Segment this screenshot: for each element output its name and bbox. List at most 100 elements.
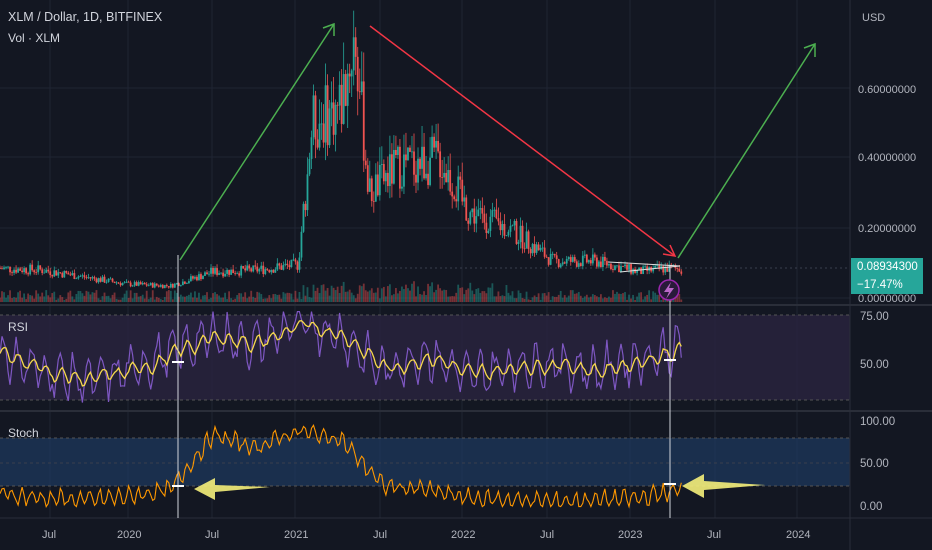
- symbol-legend[interactable]: XLM / Dollar, 1D, BITFINEX: [8, 10, 163, 24]
- volume-bar: [491, 283, 494, 302]
- time-axis[interactable]: Jul 2020 Jul 2021 Jul 2022 Jul 2023 Jul …: [42, 529, 810, 541]
- candle-body: [632, 268, 634, 274]
- volume-bar: [314, 290, 317, 302]
- candle-body: [163, 285, 166, 289]
- volume-bar: [183, 296, 186, 302]
- volume-bar: [298, 291, 301, 302]
- candle-body: [45, 269, 48, 273]
- volume-bar: [218, 295, 220, 302]
- volume-bar: [471, 290, 474, 302]
- volume-bar: [547, 292, 550, 302]
- volume-bar: [23, 293, 26, 302]
- candle-body: [409, 147, 411, 152]
- candle-body: [159, 285, 162, 287]
- volume-bar: [141, 294, 144, 302]
- candle-body: [567, 257, 570, 260]
- volume-bar: [216, 294, 218, 302]
- candle-body: [481, 208, 484, 214]
- rsi-pane-title[interactable]: RSI: [8, 320, 29, 334]
- volume-bar: [346, 291, 349, 302]
- volume-bar: [260, 294, 263, 302]
- volume-bar: [33, 298, 36, 302]
- candle-body: [423, 146, 425, 179]
- candle-body: [256, 266, 259, 272]
- candle-body: [258, 268, 261, 272]
- volume-bar: [43, 296, 46, 302]
- candle-body: [121, 283, 124, 286]
- candle-body: [483, 213, 486, 223]
- volume-bar: [597, 297, 600, 302]
- volume-bar: [680, 299, 683, 302]
- volume-bar: [366, 291, 369, 302]
- volume-bar: [485, 293, 488, 302]
- volume-bar: [71, 296, 74, 302]
- candle-body: [439, 151, 442, 178]
- volume-bar: [206, 292, 208, 302]
- candle-body: [467, 220, 470, 224]
- volume-bar: [587, 297, 590, 302]
- volume-bar: [571, 290, 574, 302]
- volume-bar: [236, 295, 239, 302]
- volume-bar: [650, 299, 653, 302]
- volume-bar: [204, 295, 206, 302]
- candle-body: [165, 285, 168, 287]
- candle-body: [593, 254, 596, 258]
- volume-bar: [489, 287, 492, 302]
- time-label-jul-2019: Jul: [42, 529, 56, 541]
- volume-bar: [127, 297, 130, 302]
- volume-bar: [312, 284, 315, 302]
- volume-bar: [390, 295, 393, 302]
- candle-body: [77, 276, 80, 279]
- volume-bar: [13, 297, 15, 302]
- volume-bar: [575, 293, 578, 302]
- candle-body: [352, 37, 355, 71]
- candle-body: [431, 136, 433, 158]
- volume-bar: [306, 287, 309, 302]
- volume-bar: [47, 295, 50, 302]
- candle-body: [272, 269, 275, 273]
- volume-bar: [131, 298, 134, 302]
- candle-body: [23, 268, 26, 273]
- candle-body: [557, 259, 560, 268]
- candle-body: [501, 224, 504, 231]
- volume-bar: [226, 299, 228, 302]
- volume-bar: [224, 292, 226, 302]
- volume-bar: [413, 281, 415, 302]
- volume-bar: [27, 293, 30, 302]
- candle-body: [549, 253, 552, 265]
- volume-bar: [25, 299, 28, 302]
- volume-bar: [278, 294, 281, 302]
- volume-bar: [411, 283, 413, 302]
- stoch-tick-0: 0.00: [860, 501, 882, 513]
- candle-body: [111, 278, 114, 282]
- candle-body: [27, 273, 30, 275]
- volume-bar: [579, 295, 582, 302]
- candle-body: [101, 276, 104, 282]
- candle-body: [461, 179, 464, 202]
- candle-body: [595, 257, 598, 267]
- volume-bar: [511, 291, 514, 302]
- volume-bar: [97, 298, 100, 302]
- volume-bar: [111, 294, 114, 302]
- volume-bar: [348, 289, 351, 302]
- candle-body: [91, 277, 94, 279]
- candle-body: [220, 272, 222, 274]
- volume-bar: [81, 293, 84, 302]
- volume-bar: [374, 292, 377, 302]
- candle-body: [196, 276, 198, 281]
- candle-body: [541, 247, 544, 249]
- stoch-pane-title[interactable]: Stoch: [8, 426, 39, 440]
- volume-bar: [457, 284, 460, 302]
- volume-bar: [200, 299, 202, 302]
- candle-body: [545, 256, 548, 258]
- volume-bar: [246, 298, 249, 302]
- volume-bar: [455, 292, 458, 302]
- candle-body: [630, 264, 632, 274]
- candle-body: [15, 269, 17, 273]
- candle-body: [131, 285, 134, 287]
- lightning-icon[interactable]: [658, 279, 680, 301]
- volume-bar: [581, 297, 584, 302]
- volume-legend[interactable]: Vol · XLM: [8, 31, 61, 45]
- volume-bar: [654, 292, 657, 302]
